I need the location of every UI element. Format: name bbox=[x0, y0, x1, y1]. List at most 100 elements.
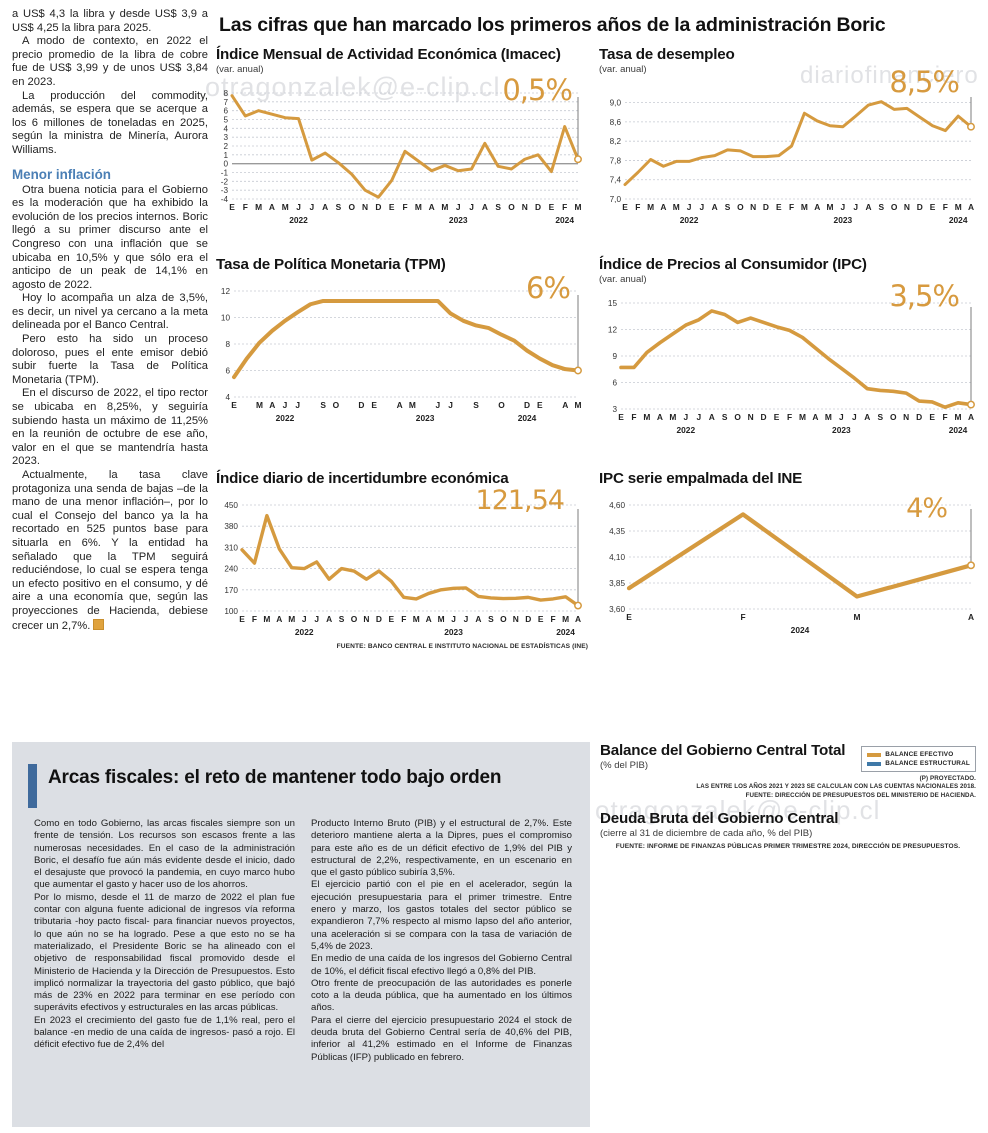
article-paragraph-text: Actualmente, la tasa clave protagoniza u… bbox=[12, 469, 208, 632]
svg-text:170: 170 bbox=[224, 586, 238, 595]
svg-text:S: S bbox=[722, 412, 728, 422]
svg-text:E: E bbox=[538, 614, 544, 624]
panel-paragraph: En 2023 el crecimiento del gasto fue de … bbox=[34, 1014, 295, 1051]
svg-text:N: N bbox=[363, 614, 369, 624]
chart-subtitle: (cierre al 31 de diciembre de cada año, … bbox=[600, 828, 813, 840]
svg-text:4,10: 4,10 bbox=[609, 553, 625, 562]
chart-imacec: Índice Mensual de Actividad Económica (I… bbox=[216, 46, 588, 229]
svg-text:D: D bbox=[524, 400, 530, 410]
article-column: a US$ 4,3 la libra y desde US$ 3,9 a US$… bbox=[12, 8, 208, 633]
svg-text:D: D bbox=[535, 202, 541, 212]
svg-text:M: M bbox=[647, 202, 654, 212]
svg-text:F: F bbox=[787, 412, 792, 422]
svg-text:8: 8 bbox=[225, 340, 230, 349]
svg-text:A: A bbox=[426, 614, 432, 624]
svg-text:S: S bbox=[877, 412, 883, 422]
chart-source: FUENTE: DIRECCIÓN DE PRESUPUESTOS DEL MI… bbox=[745, 791, 976, 799]
svg-text:O: O bbox=[351, 614, 358, 624]
svg-text:M: M bbox=[801, 202, 808, 212]
svg-text:A: A bbox=[709, 412, 715, 422]
chart-callout-value: 3,5% bbox=[889, 279, 960, 313]
chart-note: LAS ENTRE LOS AÑOS 2021 Y 2023 SE CALCUL… bbox=[696, 783, 976, 791]
svg-text:2022: 2022 bbox=[276, 413, 295, 423]
svg-text:M: M bbox=[575, 400, 582, 410]
svg-text:F: F bbox=[401, 614, 406, 624]
svg-text:N: N bbox=[750, 202, 756, 212]
svg-text:E: E bbox=[776, 202, 782, 212]
chart-subtitle: (var. anual) bbox=[216, 64, 264, 75]
svg-text:M: M bbox=[282, 202, 289, 212]
svg-text:O: O bbox=[349, 202, 356, 212]
chart-plot-area: -4 -3 -2 -1 0 1 2 3 4 5 6 7 8 E F M A M J J A S O N D E F M A M J J A S O N… bbox=[216, 73, 588, 229]
svg-text:E: E bbox=[626, 612, 632, 622]
svg-text:2024: 2024 bbox=[555, 215, 574, 225]
chart-callout-value: 8,5% bbox=[889, 65, 960, 99]
svg-text:A: A bbox=[712, 202, 718, 212]
article-paragraph-last: Actualmente, la tasa clave protagoniza u… bbox=[12, 469, 208, 633]
svg-text:F: F bbox=[252, 614, 257, 624]
panel-columns: Como en todo Gobierno, las arcas fiscale… bbox=[34, 818, 572, 1064]
svg-text:M: M bbox=[854, 612, 861, 622]
svg-text:M: M bbox=[438, 614, 445, 624]
svg-text:E: E bbox=[537, 400, 543, 410]
svg-text:N: N bbox=[362, 202, 368, 212]
svg-text:6: 6 bbox=[612, 379, 617, 388]
svg-text:A: A bbox=[968, 612, 974, 622]
svg-text:2023: 2023 bbox=[449, 215, 468, 225]
chart-plot-area: 100 170 240 310 380 450 E F M A M J J A S O N D E F M A M J J A S O… bbox=[216, 485, 588, 641]
svg-text:M: M bbox=[263, 614, 270, 624]
svg-text:J: J bbox=[464, 614, 469, 624]
chart-callout-value: 0,5% bbox=[502, 73, 573, 107]
svg-text:2024: 2024 bbox=[949, 215, 968, 225]
svg-text:4,60: 4,60 bbox=[609, 501, 625, 510]
chart-plot-area: 4 6 8 10 12 E M A J J S O D E A M J J S O D E A M 2022 2023 2024 6% bbox=[216, 271, 588, 427]
chart-source: FUENTE: BANCO CENTRAL E INSTITUTO NACION… bbox=[336, 643, 588, 650]
svg-text:O: O bbox=[508, 202, 515, 212]
chart-legend: BALANCE EFECTIVO BALANCE ESTRUCTURAL bbox=[861, 746, 976, 772]
chart-deuda: Deuda Bruta del Gobierno Central (cierre… bbox=[600, 810, 976, 850]
article-paragraph: En el discurso de 2022, el tipo rector s… bbox=[12, 387, 208, 468]
chart-subtitle: (var. anual) bbox=[599, 274, 647, 285]
svg-text:F: F bbox=[562, 202, 567, 212]
article-paragraph: Otra buena noticia para el Gobierno es l… bbox=[12, 183, 208, 291]
chart-title: Tasa de Política Monetaria (TPM) bbox=[216, 256, 446, 273]
svg-text:F: F bbox=[243, 202, 248, 212]
svg-text:J: J bbox=[841, 202, 846, 212]
svg-text:A: A bbox=[814, 202, 820, 212]
panel-paragraph: En medio de una caída de los ingresos de… bbox=[311, 953, 572, 977]
svg-text:7,0: 7,0 bbox=[610, 195, 622, 204]
chart-title: Balance del Gobierno Central Total bbox=[600, 742, 846, 759]
svg-text:E: E bbox=[929, 412, 935, 422]
svg-text:9: 9 bbox=[612, 352, 617, 361]
svg-text:M: M bbox=[799, 412, 806, 422]
legend-label: BALANCE ESTRUCTURAL bbox=[885, 760, 970, 767]
svg-text:D: D bbox=[761, 412, 767, 422]
svg-text:8,6: 8,6 bbox=[610, 118, 622, 127]
svg-text:2023: 2023 bbox=[832, 425, 851, 435]
chart-callout-value: 121,54 bbox=[475, 485, 565, 516]
svg-text:2022: 2022 bbox=[295, 627, 314, 637]
svg-text:J: J bbox=[295, 400, 300, 410]
end-mark-icon bbox=[93, 618, 105, 630]
svg-text:A: A bbox=[322, 202, 328, 212]
svg-text:S: S bbox=[495, 202, 501, 212]
svg-text:J: J bbox=[436, 400, 441, 410]
svg-text:2: 2 bbox=[223, 142, 228, 151]
article-paragraph: Pero esto ha sido un proceso doloroso, p… bbox=[12, 333, 208, 386]
svg-text:2022: 2022 bbox=[289, 215, 308, 225]
svg-text:O: O bbox=[500, 614, 507, 624]
svg-text:M: M bbox=[413, 614, 420, 624]
svg-text:M: M bbox=[288, 614, 295, 624]
svg-text:O: O bbox=[890, 412, 897, 422]
svg-text:380: 380 bbox=[224, 522, 238, 531]
svg-text:M: M bbox=[673, 202, 680, 212]
panel-column-left: Como en todo Gobierno, las arcas fiscale… bbox=[34, 818, 295, 1064]
svg-text:-1: -1 bbox=[221, 169, 229, 178]
chart-title: Índice diario de incertidumbre económica bbox=[216, 470, 509, 487]
svg-text:M: M bbox=[669, 412, 676, 422]
svg-text:-3: -3 bbox=[221, 186, 229, 195]
svg-text:6: 6 bbox=[223, 107, 228, 116]
bottom-section: Arcas fiscales: el reto de mantener todo… bbox=[12, 742, 976, 1127]
chart-callout-value: 4% bbox=[906, 493, 948, 524]
svg-text:J: J bbox=[839, 412, 844, 422]
